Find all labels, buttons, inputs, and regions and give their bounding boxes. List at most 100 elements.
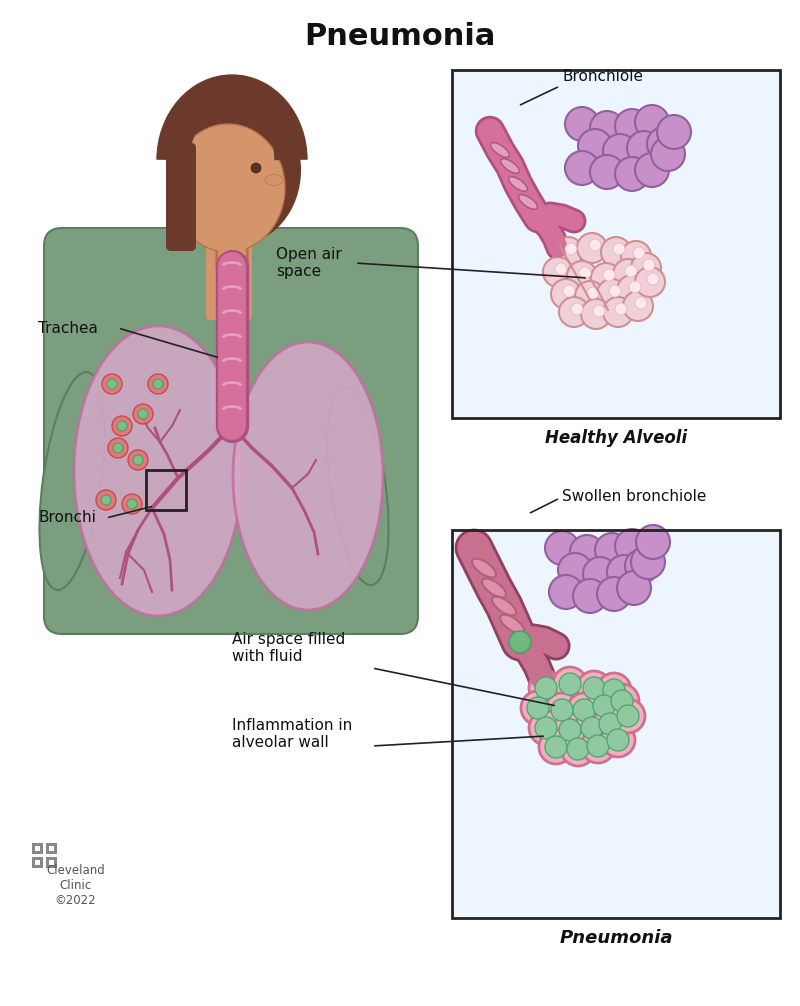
Bar [46, 857, 57, 868]
Circle shape [543, 257, 573, 287]
FancyBboxPatch shape [452, 70, 780, 418]
Ellipse shape [492, 597, 516, 616]
Ellipse shape [472, 558, 496, 577]
Circle shape [567, 261, 597, 291]
Text: Air space filled
with fluid: Air space filled with fluid [232, 632, 346, 664]
Circle shape [633, 247, 645, 259]
Circle shape [593, 695, 615, 717]
Circle shape [128, 450, 148, 470]
Circle shape [625, 265, 637, 277]
Circle shape [631, 253, 661, 283]
Circle shape [597, 279, 627, 309]
Ellipse shape [482, 578, 506, 598]
Circle shape [597, 673, 631, 707]
Circle shape [133, 404, 153, 424]
Circle shape [636, 525, 670, 559]
Circle shape [581, 717, 603, 739]
Circle shape [611, 699, 645, 733]
Circle shape [613, 243, 625, 255]
Text: Cleveland
Clinic
©2022: Cleveland Clinic ©2022 [46, 864, 105, 907]
Circle shape [579, 267, 591, 279]
Circle shape [635, 267, 665, 297]
Circle shape [575, 281, 605, 311]
Ellipse shape [518, 195, 538, 209]
Ellipse shape [171, 124, 285, 252]
Circle shape [621, 241, 651, 271]
Circle shape [629, 281, 641, 293]
Circle shape [651, 137, 685, 171]
Bar [49, 860, 54, 865]
Circle shape [617, 571, 651, 605]
Circle shape [601, 237, 631, 267]
Circle shape [567, 693, 601, 727]
Bar [32, 857, 43, 868]
Circle shape [559, 673, 581, 695]
Circle shape [599, 713, 621, 735]
Circle shape [117, 421, 127, 431]
Circle shape [127, 499, 137, 509]
Bar [452, 70, 780, 418]
Circle shape [603, 679, 625, 701]
Circle shape [545, 736, 567, 758]
Circle shape [108, 438, 128, 458]
Circle shape [577, 671, 611, 705]
Circle shape [625, 549, 659, 583]
Circle shape [101, 495, 111, 505]
Circle shape [583, 677, 605, 699]
Circle shape [615, 529, 649, 563]
Circle shape [133, 455, 143, 465]
Text: Pneumonia: Pneumonia [559, 929, 673, 947]
Circle shape [631, 545, 665, 579]
Bar [452, 530, 780, 918]
Circle shape [509, 631, 531, 653]
Circle shape [527, 697, 549, 719]
Ellipse shape [39, 372, 105, 590]
Circle shape [539, 730, 573, 764]
Circle shape [571, 303, 583, 315]
Circle shape [581, 729, 615, 763]
Circle shape [535, 717, 557, 739]
Circle shape [553, 667, 587, 701]
Circle shape [559, 297, 589, 327]
Bar [32, 843, 43, 854]
Circle shape [529, 671, 563, 705]
Text: Bronchiole: Bronchiole [562, 68, 643, 83]
Circle shape [561, 732, 595, 766]
Circle shape [587, 735, 609, 757]
Circle shape [635, 153, 669, 187]
Circle shape [587, 287, 599, 299]
Circle shape [570, 535, 604, 569]
Ellipse shape [172, 96, 300, 244]
Circle shape [593, 707, 627, 741]
Circle shape [647, 273, 659, 285]
Bar [35, 846, 40, 851]
Circle shape [549, 575, 583, 609]
Circle shape [573, 579, 607, 613]
Circle shape [102, 374, 122, 394]
Circle shape [551, 699, 573, 721]
Ellipse shape [233, 342, 383, 610]
Circle shape [615, 303, 627, 315]
Circle shape [593, 305, 605, 317]
Circle shape [617, 275, 647, 305]
Circle shape [153, 379, 163, 389]
Bar [35, 860, 40, 865]
Circle shape [107, 379, 117, 389]
Circle shape [565, 243, 577, 255]
Circle shape [555, 263, 567, 275]
Circle shape [521, 691, 555, 725]
Circle shape [601, 723, 635, 757]
Circle shape [643, 259, 655, 271]
Circle shape [615, 109, 649, 143]
Circle shape [553, 237, 583, 267]
Circle shape [577, 233, 607, 263]
Text: Bronchi: Bronchi [38, 510, 96, 525]
Circle shape [603, 297, 633, 327]
Circle shape [657, 115, 691, 149]
Text: Open air
space: Open air space [276, 246, 342, 280]
Circle shape [553, 713, 587, 747]
Circle shape [611, 690, 633, 712]
Circle shape [535, 677, 557, 699]
Circle shape [623, 291, 653, 321]
Circle shape [627, 131, 661, 165]
